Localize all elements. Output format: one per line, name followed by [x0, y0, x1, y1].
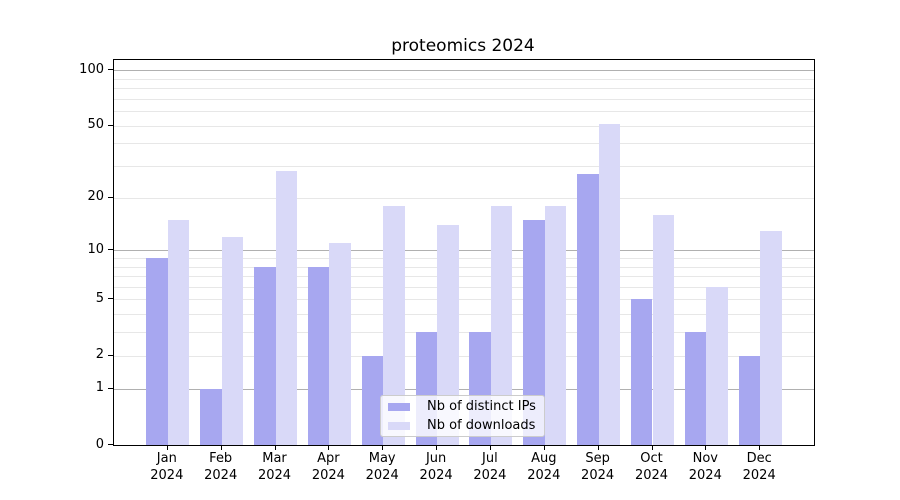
bar-downloads-mar [275, 171, 297, 445]
y-gridline-7 [114, 276, 814, 277]
y-gridline-50 [114, 125, 814, 127]
x-tick-jul [489, 446, 491, 450]
bar-distinct-ips-sep [577, 174, 599, 445]
x-tick-sep [597, 446, 599, 450]
bar-downloads-nov [706, 286, 728, 445]
y-gridline-40 [114, 143, 814, 145]
y-gridline-90 [114, 78, 814, 80]
y-tick-label-20: 20 [87, 189, 104, 205]
x-tick-jun [436, 446, 438, 450]
x-tick-label-apr: Apr 2024 [311, 451, 345, 483]
y-tick-label-50: 50 [87, 117, 104, 132]
chart-title: proteomics 2024 [391, 36, 535, 56]
x-tick-label-nov: Nov 2024 [688, 451, 722, 483]
y-gridline-70 [114, 98, 814, 100]
bar-downloads-feb [221, 236, 244, 445]
y-tick-0 [108, 444, 113, 445]
y-gridline-80 [114, 87, 814, 89]
y-gridline-30 [114, 166, 814, 167]
y-tick-label-100: 100 [79, 61, 104, 77]
bar-distinct-ips-dec [738, 355, 761, 445]
y-tick-2 [108, 354, 113, 356]
y-tick-5 [108, 298, 113, 300]
bar-distinct-ips-oct [630, 299, 653, 445]
y-gridline-2 [114, 355, 814, 357]
y-gridline-9 [114, 257, 814, 259]
x-tick-may [382, 446, 384, 450]
y-tick-10 [108, 249, 113, 251]
legend-label-downloads: Nb of downloads [427, 418, 536, 433]
x-tick-apr [328, 446, 330, 450]
bar-distinct-ips-aug [523, 219, 545, 445]
x-tick-label-jan: Jan 2024 [150, 451, 184, 483]
bar-distinct-ips-apr [307, 266, 330, 445]
y-gridline-100 [114, 70, 814, 71]
x-tick-mar [274, 446, 276, 450]
x-tick-label-jul: Jul 2024 [473, 451, 507, 483]
y-tick-label-0: 0 [95, 436, 104, 452]
x-tick-label-jun: Jun 2024 [419, 451, 453, 483]
x-tick-aug [543, 446, 545, 450]
bar-downloads-jul [490, 205, 513, 445]
y-tick-20 [108, 196, 113, 198]
y-tick-label-5: 5 [95, 290, 104, 306]
x-tick-label-may: May 2024 [365, 451, 399, 483]
bar-distinct-ips-nov [684, 332, 707, 445]
bar-downloads-jan [167, 219, 190, 445]
x-tick-label-oct: Oct 2024 [634, 451, 669, 483]
legend-swatch-downloads [388, 421, 410, 430]
bar-downloads-sep [598, 123, 621, 445]
x-tick-dec [759, 446, 761, 450]
legend-swatch-distinct-ips [388, 402, 410, 411]
bar-distinct-ips-mar [254, 266, 276, 445]
y-tick-1 [108, 387, 113, 389]
y-gridline-3 [114, 332, 814, 334]
bar-downloads-dec [760, 230, 782, 445]
x-tick-label-dec: Dec 2024 [742, 451, 776, 483]
bar-distinct-ips-may [361, 355, 384, 445]
legend-label-distinct-ips: Nb of distinct IPs [427, 399, 536, 414]
x-tick-label-mar: Mar 2024 [257, 451, 292, 483]
plot-area: Nb of distinct IPs Nb of downloads [113, 59, 815, 446]
bar-downloads-aug [544, 205, 567, 445]
y-tick-50 [108, 124, 113, 126]
y-gridline-4 [114, 314, 814, 316]
x-tick-jan [166, 446, 168, 450]
x-tick-label-sep: Sep 2024 [581, 451, 615, 483]
bar-downloads-may [383, 205, 405, 445]
x-tick-label-feb: Feb 2024 [204, 451, 238, 483]
y-tick-label-1: 1 [95, 380, 104, 396]
bar-distinct-ips-jan [146, 257, 168, 445]
y-gridline-10 [114, 250, 814, 252]
bar-downloads-oct [652, 214, 674, 445]
x-tick-label-aug: Aug 2024 [527, 451, 561, 483]
y-gridline-1 [114, 388, 814, 390]
y-tick-label-10: 10 [87, 241, 104, 257]
y-gridline-6 [114, 286, 814, 288]
y-tick-100 [108, 69, 113, 70]
bar-downloads-apr [329, 243, 351, 445]
x-tick-nov [705, 446, 707, 450]
y-gridline-20 [114, 197, 814, 199]
y-gridline-8 [114, 266, 814, 268]
legend: Nb of distinct IPs Nb of downloads [380, 395, 545, 437]
y-gridline-60 [114, 111, 814, 112]
x-tick-oct [651, 446, 653, 450]
y-tick-label-2: 2 [95, 347, 104, 363]
bar-distinct-ips-feb [200, 388, 222, 445]
y-gridline-5 [114, 299, 814, 301]
legend-row-distinct-ips: Nb of distinct IPs [381, 399, 544, 415]
bar-downloads-jun [437, 225, 459, 445]
legend-row-downloads: Nb of downloads [381, 418, 544, 434]
x-tick-feb [220, 446, 222, 450]
